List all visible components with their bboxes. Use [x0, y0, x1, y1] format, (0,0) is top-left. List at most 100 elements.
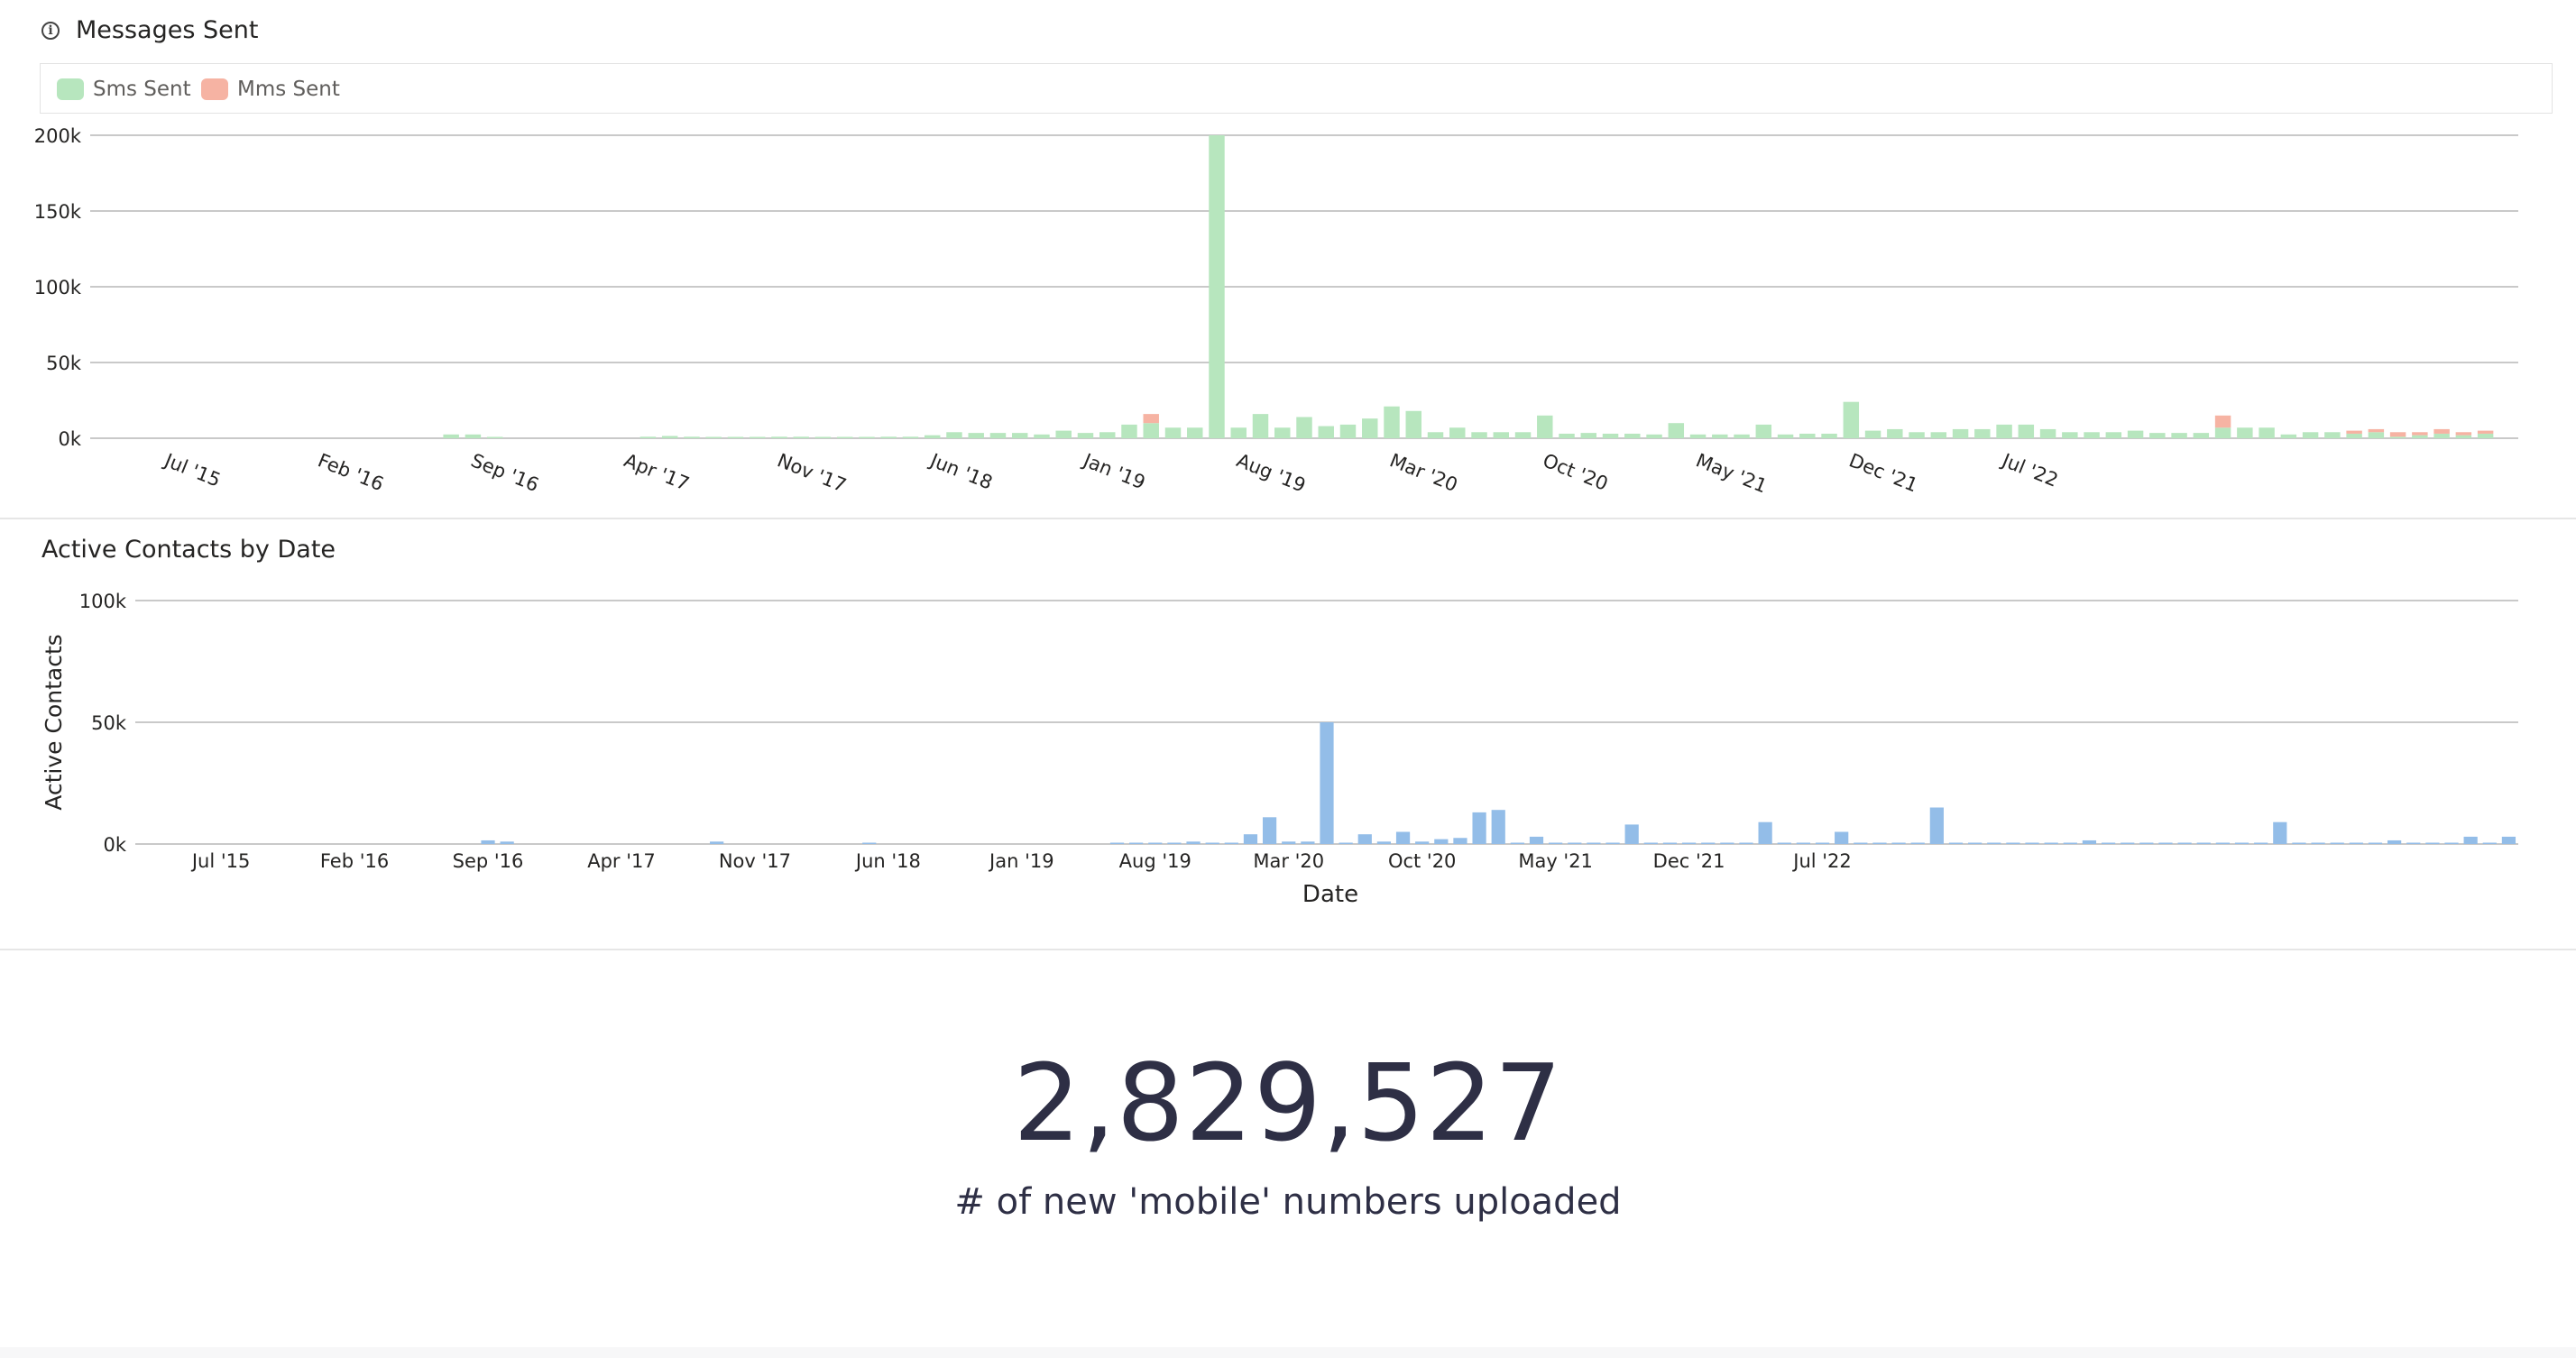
bar-sms-sent[interactable] [1712, 434, 1728, 438]
bar-active-contacts[interactable] [1701, 842, 1716, 845]
bar-sms-sent[interactable] [1887, 428, 1903, 438]
bar-sms-sent[interactable] [2412, 435, 2428, 438]
bar-active-contacts[interactable] [2234, 842, 2249, 845]
bar-active-contacts[interactable] [2292, 842, 2306, 845]
bar-sms-sent[interactable] [1449, 427, 1466, 438]
bar-active-contacts[interactable] [1910, 842, 1925, 845]
bar-active-contacts[interactable] [500, 841, 514, 844]
bar-sms-sent[interactable] [1034, 434, 1050, 438]
bar-active-contacts[interactable] [1339, 842, 1353, 845]
bar-sms-sent[interactable] [2062, 432, 2078, 438]
bar-active-contacts[interactable] [1453, 838, 1467, 844]
bar-sms-sent[interactable] [1384, 406, 1400, 438]
bar-active-contacts[interactable] [1186, 841, 1201, 844]
bar-active-contacts[interactable] [1739, 842, 1753, 845]
bar-active-contacts[interactable] [1224, 842, 1238, 845]
bar-sms-sent[interactable] [2171, 433, 2187, 438]
bar-sms-sent[interactable] [2237, 427, 2253, 438]
bar-sms-sent[interactable] [2259, 427, 2275, 438]
bar-sms-sent[interactable] [836, 436, 853, 439]
bar-mms-sent[interactable] [2455, 432, 2472, 436]
bar-active-contacts[interactable] [481, 840, 495, 844]
bar-sms-sent[interactable] [2477, 433, 2494, 438]
bar-sms-sent[interactable] [1996, 424, 2012, 438]
bar-active-contacts[interactable] [1681, 842, 1697, 845]
bar-active-contacts[interactable] [2158, 842, 2173, 845]
bar-active-contacts[interactable] [2044, 842, 2058, 845]
bar-sms-sent[interactable] [1602, 433, 1619, 438]
bar-active-contacts[interactable] [1835, 831, 1849, 845]
bar-sms-sent[interactable] [1974, 428, 1991, 438]
bar-sms-sent[interactable] [1055, 430, 1072, 438]
bar-sms-sent[interactable] [2149, 433, 2166, 438]
bar-sms-sent[interactable] [1493, 432, 1509, 438]
bar-active-contacts[interactable] [1415, 841, 1430, 844]
bar-sms-sent[interactable] [2433, 433, 2450, 438]
bar-sms-sent[interactable] [1187, 427, 1203, 438]
bar-sms-sent[interactable] [1734, 434, 1750, 438]
bar-sms-sent[interactable] [1471, 432, 1487, 438]
bar-active-contacts[interactable] [1243, 834, 1258, 844]
bar-sms-sent[interactable] [1296, 417, 1312, 438]
bar-active-contacts[interactable] [1491, 810, 1505, 844]
bar-sms-sent[interactable] [1405, 410, 1421, 438]
bar-sms-sent[interactable] [2368, 432, 2385, 438]
bar-sms-sent[interactable] [1689, 434, 1707, 438]
bar-sms-sent[interactable] [902, 436, 919, 438]
bar-sms-sent[interactable] [1011, 433, 1028, 438]
bar-active-contacts[interactable] [2368, 842, 2383, 845]
bar-sms-sent[interactable] [1427, 432, 1444, 438]
bar-sms-sent[interactable] [727, 436, 744, 439]
bar-active-contacts[interactable] [1320, 722, 1334, 844]
bar-active-contacts[interactable] [2121, 842, 2135, 845]
bar-sms-sent[interactable] [946, 432, 962, 438]
bar-sms-sent[interactable] [1537, 415, 1553, 438]
bar-active-contacts[interactable] [1891, 842, 1906, 845]
bar-active-contacts[interactable] [1357, 834, 1372, 844]
bar-sms-sent[interactable] [749, 436, 766, 439]
bar-active-contacts[interactable] [1549, 842, 1563, 845]
bar-sms-sent[interactable] [2018, 424, 2035, 438]
bar-sms-sent[interactable] [1559, 433, 1575, 438]
bar-active-contacts[interactable] [1796, 842, 1811, 845]
bar-active-contacts[interactable] [1510, 842, 1524, 845]
bar-sms-sent[interactable] [639, 436, 657, 438]
bar-active-contacts[interactable] [2482, 842, 2497, 845]
bar-active-contacts[interactable] [1854, 842, 1868, 845]
info-icon[interactable]: i [41, 22, 60, 40]
bar-active-contacts[interactable] [1434, 839, 1449, 844]
bar-active-contacts[interactable] [1395, 831, 1411, 845]
bar-active-contacts[interactable] [2311, 842, 2325, 845]
bar-sms-sent[interactable] [1099, 432, 1116, 438]
bar-mms-sent[interactable] [2346, 430, 2362, 434]
bar-sms-sent[interactable] [2105, 432, 2122, 438]
bar-active-contacts[interactable] [1529, 836, 1544, 844]
bar-mms-sent[interactable] [2433, 428, 2450, 434]
bar-sms-sent[interactable] [2324, 432, 2341, 438]
bar-sms-sent[interactable] [1164, 427, 1182, 438]
bar-mms-sent[interactable] [2214, 415, 2231, 428]
bar-sms-sent[interactable] [880, 436, 897, 438]
bar-active-contacts[interactable] [2406, 842, 2421, 845]
bar-sms-sent[interactable] [2214, 427, 2231, 438]
bar-active-contacts[interactable] [2006, 842, 2020, 845]
bar-active-contacts[interactable] [1148, 842, 1163, 845]
contacts-bar-chart[interactable]: 0k 50k 100k Jul '15 Feb '16 Sep '16 Apr '17 Nov… [0, 519, 2576, 949]
bar-sms-sent[interactable] [2039, 428, 2056, 438]
bar-mms-sent[interactable] [2477, 430, 2494, 434]
bar-sms-sent[interactable] [1209, 135, 1225, 438]
bar-sms-sent[interactable] [2280, 434, 2297, 438]
bar-active-contacts[interactable] [1109, 842, 1125, 845]
bar-sms-sent[interactable] [1624, 433, 1641, 438]
bar-active-contacts[interactable] [1968, 842, 1983, 845]
bar-active-contacts[interactable] [1872, 842, 1887, 845]
bar-active-contacts[interactable] [1720, 842, 1734, 845]
bar-active-contacts[interactable] [1472, 812, 1486, 844]
bar-sms-sent[interactable] [1318, 426, 1334, 438]
bar-sms-sent[interactable] [1121, 424, 1137, 438]
bar-active-contacts[interactable] [1605, 842, 1620, 845]
bar-sms-sent[interactable] [2127, 430, 2144, 438]
bar-sms-sent[interactable] [2302, 432, 2319, 438]
legend-item-mms[interactable]: Mms Sent [201, 77, 340, 102]
bar-sms-sent[interactable] [443, 434, 459, 438]
